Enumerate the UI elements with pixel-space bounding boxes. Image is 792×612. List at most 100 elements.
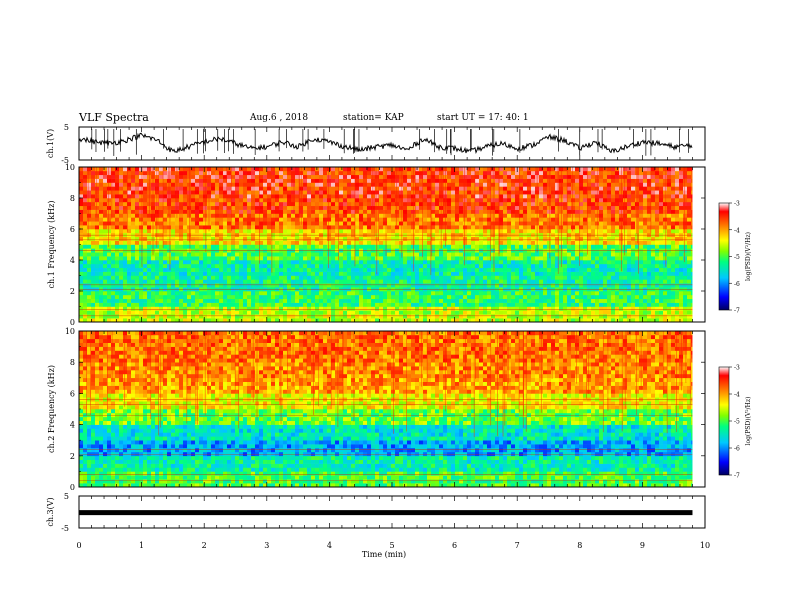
ch1-spectrogram-cell	[139, 318, 144, 323]
ch1-spectrogram-cell	[611, 256, 616, 261]
ch1-spectrogram-cell	[127, 291, 132, 296]
ch1-spectrogram-cell	[655, 271, 660, 276]
ch1-spectrogram-cell	[611, 229, 616, 234]
ch1-spectrogram-cell	[279, 201, 284, 207]
ch1-spectrogram-cell	[87, 256, 92, 261]
ch1-spectrogram-cell	[623, 198, 628, 203]
ch1-spectrogram-cell	[367, 302, 372, 307]
ch1-spectrogram-cell	[559, 267, 564, 272]
ch1-spectrogram-cell	[515, 306, 520, 311]
ch1-spectrogram-cell	[471, 271, 476, 276]
ch1-spectrogram-cell	[571, 205, 576, 210]
ch1-spectrogram-cell	[255, 271, 260, 276]
ch1-spectrogram-cell	[415, 260, 420, 265]
ch1-spectrogram-cell	[255, 229, 260, 234]
ch1-spectrogram-cell	[635, 260, 640, 265]
ch1-spectrogram-cell	[183, 225, 188, 230]
ch1-spectrogram-cell	[223, 271, 228, 276]
ch1-spectrogram-cell	[607, 252, 612, 257]
ch1-spectrogram-cell	[479, 294, 484, 300]
ch1-spectrogram-cell	[583, 279, 588, 284]
ch1-spectrogram-cell	[415, 298, 420, 303]
ch1-spectrogram-cell	[507, 229, 512, 234]
ch1-spectrogram-cell	[667, 229, 672, 234]
ch1-spectrogram-cell	[387, 294, 392, 300]
ch1-spectrogram-cell	[199, 201, 204, 207]
ch1-spectrogram-cell	[199, 314, 204, 319]
ch1-spectrogram-cell	[203, 205, 208, 210]
ch1-spectrogram-cell	[103, 310, 108, 315]
ch1-spectrogram-cell	[431, 198, 436, 203]
ch1-spectrogram-cell	[667, 225, 672, 230]
ch1-spectrogram-cell	[219, 198, 224, 203]
ch1-spectrogram-cell	[379, 240, 384, 245]
ch1-spectrogram-cell	[155, 271, 160, 276]
ch1-spectrogram-cell	[531, 314, 536, 319]
ch1-spectrogram-cell	[487, 263, 492, 269]
ch1-spectrogram-cell	[259, 256, 264, 261]
ch1-spectrogram-cell	[515, 217, 520, 222]
ch1-spectrogram-cell	[115, 291, 120, 296]
ch1-spectrogram-cell	[479, 213, 484, 218]
ch1-spectrogram-cell	[415, 294, 420, 300]
ch1-spectrogram-cell	[123, 194, 128, 199]
ch1-spectrogram-cell	[163, 283, 168, 288]
ch1-spectrogram-cell	[403, 318, 408, 323]
ch1-spectrogram-cell	[79, 194, 84, 199]
ch1-spectrogram-cell	[199, 260, 204, 265]
ch1-spectrogram-cell	[267, 260, 272, 265]
ch1-spectrogram-cell	[511, 240, 516, 245]
ch1-spectrogram-cell	[479, 291, 484, 296]
ch1-spectrogram-cell	[239, 198, 244, 203]
ch1-spectrogram-cell	[163, 201, 168, 207]
ch1-spectrogram-cell	[575, 244, 580, 249]
ch1-spectrogram-cell	[427, 318, 432, 323]
ch1-spectrogram-cell	[303, 198, 308, 203]
ch1-spectrogram-cell	[431, 201, 436, 207]
ch1-spectrogram-cell	[615, 267, 620, 272]
ch1-spectrogram-cell	[91, 244, 96, 249]
ch1-spectrogram-cell	[499, 283, 504, 288]
ch1-spectrogram-cell	[255, 194, 260, 199]
ch1-spectrogram-cell	[179, 256, 184, 261]
ch1-spectrogram-cell	[243, 271, 248, 276]
ch1-spectrogram-cell	[295, 263, 300, 269]
ch1-spectrogram-cell	[307, 244, 312, 249]
ch1-spectrogram-cell	[203, 221, 208, 226]
ch1-spectrogram-cell	[627, 302, 632, 307]
ch1-spectrogram-cell	[471, 314, 476, 319]
ch1-spectrogram-cell	[659, 302, 664, 307]
ch1-spectrogram-cell	[611, 201, 616, 207]
ch1-spectrogram-cell	[159, 225, 164, 230]
ch1-spectrogram-cell	[659, 229, 664, 234]
ch1-spectrogram-cell	[495, 198, 500, 203]
ch1-spectrogram-cell	[143, 244, 148, 249]
ch1-spectrogram-cell	[675, 306, 680, 311]
ch1-spectrogram-cell	[683, 263, 688, 269]
ch1-spectrogram-cell	[467, 260, 472, 265]
ch1-spectrogram-cell	[463, 205, 468, 210]
ch1-spectrogram-cell	[167, 256, 172, 261]
ch1-spectrogram-cell	[83, 298, 88, 303]
ch1-spectrogram-cell	[667, 205, 672, 210]
ch1-spectrogram-cell	[483, 244, 488, 249]
ch1-spectrogram-cell	[683, 271, 688, 276]
ch1-spectrogram-cell	[659, 294, 664, 300]
ch1-spectrogram-cell	[627, 240, 632, 245]
ch1-spectrogram-cell	[611, 244, 616, 249]
ch1-spectrogram-cell	[343, 229, 348, 234]
ch1-spectrogram-cell	[187, 209, 192, 214]
ch1-spectrogram-cell	[587, 279, 592, 284]
ch1-spectrogram-cell	[487, 298, 492, 303]
ch1-spectrogram-cell	[659, 267, 664, 272]
ch1-spectrogram-cell	[603, 256, 608, 261]
ch1-spectrogram-cell	[435, 271, 440, 276]
ch1-spectrogram-cell	[443, 302, 448, 307]
ch1-spectrogram-cell	[195, 209, 200, 214]
ch1-spectrogram-cell	[95, 318, 100, 323]
ch1-spectrogram-cell	[323, 298, 328, 303]
ch1-spectrogram-cell	[335, 275, 340, 280]
ch1-spectrogram-cell	[583, 275, 588, 280]
ch1-spectrogram-cell	[331, 209, 336, 214]
ch1-spectrogram-cell	[99, 291, 104, 296]
